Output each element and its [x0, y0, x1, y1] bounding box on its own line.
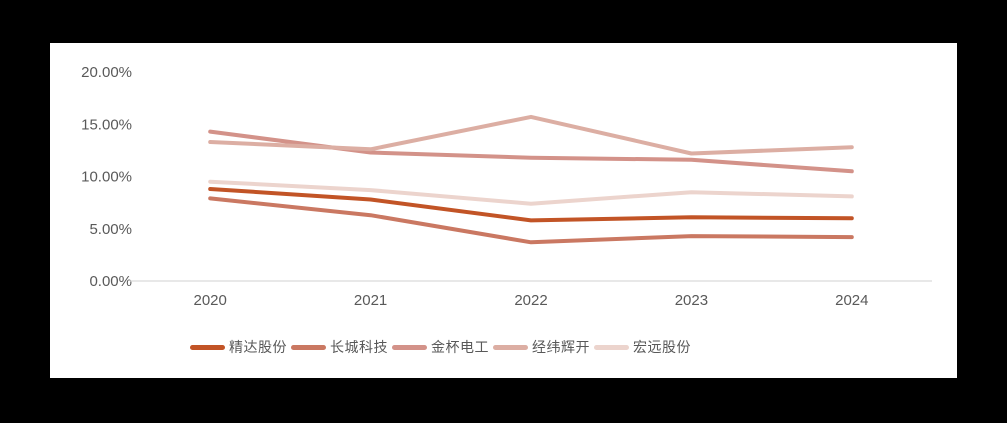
- legend-label-4: 宏远股份: [633, 339, 691, 355]
- series-line-3: [208, 114, 854, 156]
- y-axis-tick-label-1: 15.00%: [81, 116, 132, 133]
- y-axis-tick-label-2: 10.00%: [81, 169, 132, 186]
- legend-swatch-3: [493, 344, 528, 350]
- legend-label-0: 精达股份: [229, 339, 287, 355]
- legend-label-1: 长城科技: [330, 339, 388, 355]
- series-line-4: [208, 179, 854, 206]
- series-line-0: [208, 187, 854, 223]
- x-axis-tick-label-2: 2022: [514, 292, 547, 309]
- legend-swatch-0: [190, 344, 225, 350]
- legend-item-2: 金杯电工: [392, 337, 493, 357]
- legend-item-1: 长城科技: [291, 337, 392, 357]
- legend-item-4: 宏远股份: [594, 337, 695, 357]
- y-axis-tick-label-4: 0.00%: [89, 273, 132, 290]
- chart-legend: 精达股份 长城科技 金杯电工 经纬辉开 宏远股份: [190, 337, 695, 357]
- legend-swatch-1: [291, 344, 326, 350]
- legend-item-3: 经纬辉开: [493, 337, 594, 357]
- x-axis-tick-label-4: 2024: [835, 292, 868, 309]
- x-axis-tick-label-3: 2023: [675, 292, 708, 309]
- y-axis-tick-label-0: 20.00%: [81, 64, 132, 81]
- legend-swatch-2: [392, 344, 427, 350]
- legend-swatch-4: [594, 344, 629, 350]
- chart-card: 20.00% 15.00% 10.00% 5.00% 0.00% 2020 2021 2022…: [50, 43, 957, 378]
- x-axis-tick-label-0: 2020: [194, 292, 227, 309]
- legend-label-3: 经纬辉开: [532, 339, 590, 355]
- legend-item-0: 精达股份: [190, 337, 291, 357]
- y-axis-tick-label-3: 5.00%: [89, 221, 132, 238]
- series-line-1: [208, 196, 854, 245]
- legend-label-2: 金杯电工: [431, 339, 489, 355]
- x-axis-tick-label-1: 2021: [354, 292, 387, 309]
- line-chart: 20.00% 15.00% 10.00% 5.00% 0.00% 2020 2021 2022…: [81, 64, 932, 309]
